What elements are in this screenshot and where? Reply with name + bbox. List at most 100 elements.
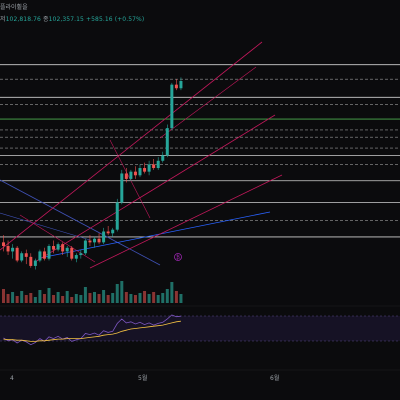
candle-body	[111, 229, 115, 234]
candle	[147, 160, 151, 176]
volume-bar	[147, 294, 151, 303]
volume-bar	[42, 294, 46, 303]
candle	[165, 124, 169, 158]
candle-body	[179, 81, 183, 89]
candle	[11, 244, 15, 259]
candle	[115, 198, 119, 232]
volume-bar	[115, 284, 119, 303]
support-resistance-levels	[0, 64, 400, 238]
candle	[2, 235, 5, 252]
symbol-title: 플라이휠을	[0, 2, 28, 11]
close-value: 102,357.15	[48, 16, 84, 23]
volume-bar	[61, 296, 65, 303]
volume-bar	[88, 293, 92, 303]
volume-bar	[129, 294, 133, 303]
blue-trendline-down-2	[0, 212, 91, 241]
candle-body	[33, 260, 37, 266]
volume-bar	[120, 281, 124, 303]
candle-body	[152, 164, 156, 169]
candle	[88, 235, 92, 246]
candle-body	[120, 173, 124, 203]
candle-body	[115, 202, 119, 230]
candle-body	[47, 245, 51, 259]
candle-body	[61, 244, 65, 252]
volume-bar	[174, 291, 178, 303]
alert-marker[interactable]: ₿	[174, 253, 182, 262]
red-line-c	[159, 66, 257, 139]
low-label: 저	[0, 16, 6, 23]
red-channel-mid	[34, 114, 276, 263]
volume-bar	[79, 295, 83, 303]
volume-bar	[15, 296, 19, 303]
candle-body	[88, 240, 92, 243]
close-label: 종	[43, 16, 49, 23]
candle	[97, 233, 101, 245]
alert-circle[interactable]	[174, 253, 182, 261]
rsi-pane	[0, 314, 400, 346]
volume-bar	[165, 289, 169, 303]
volume-bar	[83, 287, 87, 303]
rsi-ma-line	[3, 320, 181, 342]
volume-bar	[38, 290, 42, 303]
volume-bar	[70, 297, 74, 303]
candle	[24, 249, 28, 265]
candle	[29, 253, 33, 268]
xaxis-label-jun: 6월	[270, 374, 279, 382]
volume-bar	[106, 295, 110, 303]
rsi-line	[3, 314, 181, 346]
candle-body	[170, 84, 174, 129]
candle-body	[15, 247, 19, 261]
candle	[179, 77, 183, 91]
volume-bar	[179, 294, 183, 303]
candle	[52, 240, 56, 254]
candle	[156, 157, 160, 170]
candle	[152, 158, 156, 170]
rsi-band	[0, 316, 400, 341]
candle-body	[138, 168, 142, 176]
volume-bar	[33, 297, 37, 303]
volume-bar	[6, 294, 10, 303]
candle-body	[124, 173, 128, 179]
volume-bar	[20, 291, 24, 303]
candle-body	[24, 253, 28, 257]
candle	[38, 249, 42, 263]
volume-bar	[11, 292, 15, 303]
volume-bar	[52, 295, 56, 303]
candle-body	[143, 168, 147, 172]
low-value: 102,818.76	[5, 16, 41, 23]
candle-body	[52, 245, 56, 250]
candle	[74, 253, 78, 263]
candle-body	[11, 247, 15, 252]
red-line-b	[109, 139, 151, 219]
change-value: +585.16 (+0.57%)	[86, 16, 145, 23]
candle	[129, 169, 133, 181]
candle	[56, 242, 60, 252]
volume-bar	[152, 292, 156, 303]
candle-body	[83, 240, 87, 254]
candle-body	[42, 251, 46, 259]
candle-body	[165, 128, 169, 156]
volume-bar	[97, 294, 101, 303]
volume-bar	[47, 288, 51, 303]
candle	[65, 245, 69, 257]
volume-bar	[156, 295, 160, 303]
volume-bars	[2, 281, 183, 303]
candle-body	[97, 238, 101, 243]
candle	[124, 168, 128, 183]
volume-bar	[143, 291, 147, 303]
symbol-name: 플라이휠을	[0, 4, 28, 11]
candle-body	[56, 244, 60, 250]
candle-body	[74, 255, 78, 259]
candle	[93, 236, 96, 248]
candle	[133, 166, 137, 179]
volume-bar	[111, 293, 115, 303]
candle-body	[156, 160, 160, 169]
candle	[170, 82, 174, 130]
candle	[47, 244, 51, 261]
volume-bar	[56, 292, 60, 303]
alert-icon: ₿	[176, 254, 180, 261]
candle-body	[129, 171, 133, 179]
candle-body	[133, 171, 137, 176]
candle-body	[2, 242, 5, 246]
